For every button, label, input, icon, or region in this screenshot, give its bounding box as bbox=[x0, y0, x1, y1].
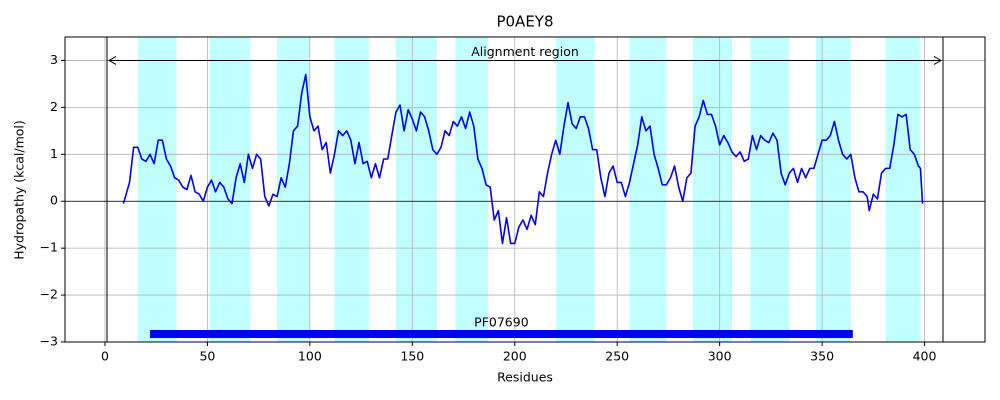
tm-region bbox=[750, 37, 790, 342]
hydropathy-line bbox=[122, 73, 924, 245]
x-tick-label: 0 bbox=[101, 349, 109, 364]
tm-region bbox=[395, 37, 437, 342]
y-tick-label: 0 bbox=[50, 193, 58, 208]
x-tick-label: 100 bbox=[298, 349, 322, 364]
chart-title: P0AEY8 bbox=[496, 13, 553, 31]
tm-region bbox=[137, 37, 177, 342]
tm-region bbox=[277, 37, 310, 342]
tm-region bbox=[885, 37, 921, 342]
y-axis-label: Hydropathy (kcal/mol) bbox=[12, 120, 27, 260]
tm-region bbox=[555, 37, 595, 342]
arrow-head bbox=[107, 56, 117, 65]
x-tick-label: 300 bbox=[708, 349, 732, 364]
y-tick-label: −2 bbox=[40, 287, 58, 302]
tm-region bbox=[629, 37, 667, 342]
tm-region bbox=[693, 37, 732, 342]
tm-region bbox=[334, 37, 370, 342]
tm-region bbox=[815, 37, 851, 342]
y-tick-label: 2 bbox=[50, 99, 58, 114]
x-tick-label: 200 bbox=[503, 349, 527, 364]
x-tick-label: 150 bbox=[400, 349, 424, 364]
tm-region bbox=[455, 37, 489, 342]
domain-label: PF07690 bbox=[474, 315, 529, 330]
y-tick-label: 3 bbox=[50, 52, 58, 67]
y-tick-label: −1 bbox=[40, 240, 58, 255]
x-tick-label: 250 bbox=[605, 349, 629, 364]
plot-frame bbox=[64, 36, 986, 343]
y-tick-label: 1 bbox=[50, 146, 58, 161]
x-tick-label: 350 bbox=[810, 349, 834, 364]
x-axis-label: Residues bbox=[497, 370, 553, 385]
x-tick-label: 400 bbox=[913, 349, 937, 364]
arrow-head bbox=[933, 56, 943, 65]
y-tick-label: −3 bbox=[40, 334, 58, 349]
alignment-label: Alignment region bbox=[471, 44, 579, 59]
x-tick-label: 50 bbox=[199, 349, 215, 364]
